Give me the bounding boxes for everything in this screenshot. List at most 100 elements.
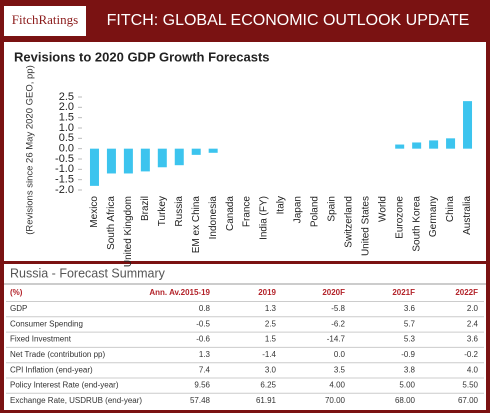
bar bbox=[123, 148, 133, 174]
table-cell: -0.6 bbox=[196, 335, 210, 344]
y-axis-label: (Revisions since 26 May 2020 GEO, pp) bbox=[25, 65, 36, 235]
bar bbox=[157, 148, 167, 168]
column-header: 2022F bbox=[455, 288, 478, 297]
table-cell: 5.50 bbox=[462, 381, 478, 390]
x-tick-label: India (FY) bbox=[259, 196, 270, 240]
table-cell: 3.8 bbox=[404, 365, 416, 374]
x-tick-label: Turkey bbox=[157, 196, 168, 226]
table-cell: 6.25 bbox=[260, 381, 276, 390]
table-cell: 1.5 bbox=[265, 335, 277, 344]
bar bbox=[174, 148, 184, 166]
table-cell: 2.4 bbox=[467, 319, 479, 328]
y-tick-label: 0.0 bbox=[59, 143, 74, 155]
bar bbox=[395, 144, 405, 149]
chart-panel bbox=[4, 42, 486, 261]
table-cell: 3.6 bbox=[404, 304, 416, 313]
y-tick-label: 1.0 bbox=[59, 122, 74, 134]
logo-box bbox=[4, 6, 86, 36]
table-cell: 68.00 bbox=[395, 396, 416, 405]
row-label: Consumer Spending bbox=[10, 319, 83, 328]
table-cell: 4.00 bbox=[329, 381, 345, 390]
bar bbox=[191, 148, 201, 155]
table-cell: -6.2 bbox=[331, 319, 345, 328]
bar bbox=[463, 101, 473, 149]
table-cell: 5.7 bbox=[404, 319, 416, 328]
bar bbox=[208, 148, 218, 153]
table-cell: 3.0 bbox=[265, 365, 277, 374]
y-tick-label: -1.5 bbox=[55, 174, 74, 186]
row-label: Policy Interest Rate (end-year) bbox=[10, 381, 119, 390]
x-tick-label: Spain bbox=[327, 196, 338, 222]
x-tick-label: Italy bbox=[276, 196, 287, 214]
table-cell: -5.8 bbox=[331, 304, 345, 313]
x-tick-label: United States bbox=[360, 196, 371, 256]
table-cell: -14.7 bbox=[327, 335, 346, 344]
x-tick-label: Poland bbox=[310, 196, 321, 227]
table-cell: 2.5 bbox=[265, 319, 277, 328]
x-tick-label: Japan bbox=[293, 196, 304, 223]
x-tick-label: France bbox=[242, 196, 253, 228]
y-tick-label: -0.5 bbox=[55, 153, 74, 165]
table-cell: 0.0 bbox=[334, 350, 346, 359]
y-tick-label: 2.5 bbox=[59, 91, 74, 103]
table-cell: 1.3 bbox=[265, 304, 277, 313]
bar bbox=[106, 148, 116, 174]
table-cell: 70.00 bbox=[325, 396, 346, 405]
table-cell: 0.8 bbox=[199, 304, 211, 313]
bar bbox=[140, 148, 150, 172]
table-cell: 61.91 bbox=[256, 396, 277, 405]
table-cell: -1.4 bbox=[262, 350, 276, 359]
x-tick-label: Canada bbox=[225, 196, 236, 231]
column-header: 2020F bbox=[322, 288, 345, 297]
table-cell: 67.00 bbox=[458, 396, 479, 405]
bar bbox=[89, 148, 99, 186]
row-label: CPI Inflation (end-year) bbox=[10, 365, 93, 374]
table-cell: 3.5 bbox=[334, 365, 346, 374]
table-cell: 2.0 bbox=[467, 304, 479, 313]
row-label: Exchange Rate, USDRUB (end-year) bbox=[10, 396, 142, 405]
table-cell: 9.56 bbox=[194, 381, 210, 390]
banner-title: FITCH: GLOBAL ECONOMIC OUTLOOK UPDATE bbox=[107, 12, 470, 29]
y-tick-label: 2.0 bbox=[59, 101, 74, 113]
x-tick-label: South Korea bbox=[411, 196, 422, 252]
x-tick-label: Eurozone bbox=[394, 196, 405, 239]
x-tick-label: China bbox=[445, 196, 456, 223]
table-cell: 3.6 bbox=[467, 335, 479, 344]
x-tick-label: Australia bbox=[462, 196, 473, 235]
x-tick-label: Germany bbox=[428, 196, 439, 237]
y-tick-label: 1.5 bbox=[59, 112, 74, 124]
table-cell: 5.3 bbox=[404, 335, 416, 344]
table-cell: -0.5 bbox=[196, 319, 210, 328]
bar bbox=[429, 140, 439, 149]
column-header: 2019 bbox=[258, 288, 276, 297]
x-tick-label: Russia bbox=[174, 196, 185, 227]
x-tick-label: Switzerland bbox=[343, 196, 354, 248]
row-label: Fixed Investment bbox=[10, 335, 72, 344]
table-cell: 57.48 bbox=[190, 396, 211, 405]
row-label: GDP bbox=[10, 304, 27, 313]
x-tick-label: South Africa bbox=[106, 196, 117, 250]
x-tick-label: Mexico bbox=[89, 196, 100, 228]
y-tick-label: -1.0 bbox=[55, 163, 74, 175]
y-tick-label: -2.0 bbox=[55, 184, 74, 196]
x-tick-label: World bbox=[377, 196, 388, 222]
logo: FitchRatings bbox=[12, 12, 78, 27]
table-cell: 7.4 bbox=[199, 365, 211, 374]
row-label: Net Trade (contribution pp) bbox=[10, 350, 105, 359]
bar bbox=[446, 138, 456, 149]
x-tick-label: EM ex China bbox=[191, 196, 202, 254]
x-tick-label: United Kingdom bbox=[123, 196, 134, 267]
table-cell: 5.00 bbox=[399, 381, 415, 390]
table-cell: 1.3 bbox=[199, 350, 211, 359]
column-header: Ann. Av.2015-19 bbox=[149, 288, 210, 297]
x-tick-label: Brazil bbox=[140, 196, 151, 221]
column-header: (%) bbox=[10, 288, 23, 297]
table-cell: -0.9 bbox=[401, 350, 415, 359]
y-tick-label: 0.5 bbox=[59, 132, 74, 144]
column-header: 2021F bbox=[392, 288, 415, 297]
table-cell: -0.2 bbox=[464, 350, 478, 359]
x-tick-label: Indonesia bbox=[208, 196, 219, 240]
table-title: Russia - Forecast Summary bbox=[10, 266, 166, 280]
table-cell: 4.0 bbox=[467, 365, 479, 374]
